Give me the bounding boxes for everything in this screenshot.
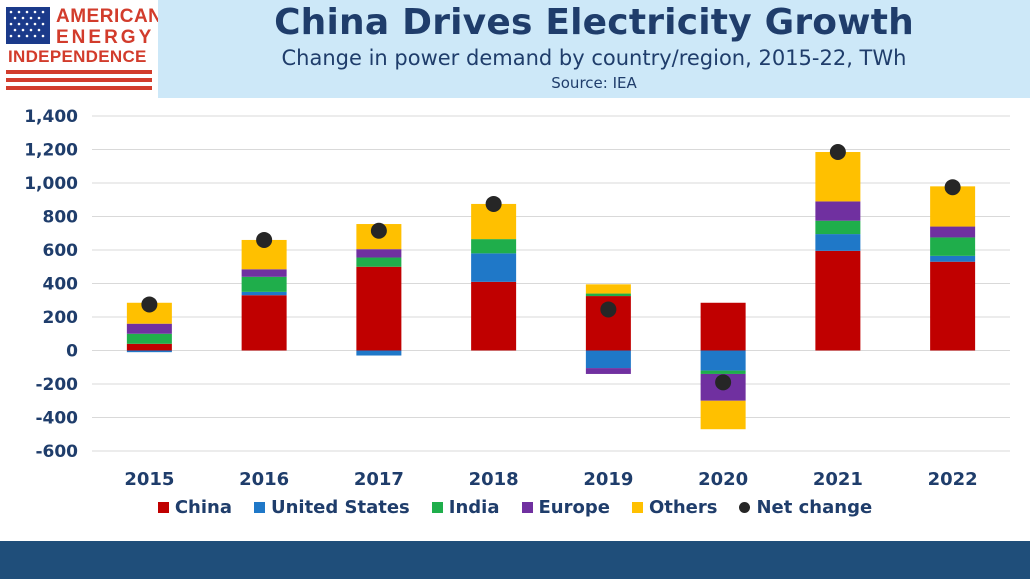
bar-segment-china xyxy=(241,295,287,351)
y-tick-label: 800 xyxy=(43,208,79,228)
stacked-bar-chart: -600 -400 -200 0 200 400 600 800 1,000 1,200 1,400… xyxy=(24,107,1010,490)
net-change-point xyxy=(256,231,273,248)
x-tick-label: 2022 xyxy=(928,469,978,490)
bar-segment-united-states xyxy=(241,291,287,296)
bar-segment-europe xyxy=(241,269,287,277)
bar-segment-europe xyxy=(356,249,402,258)
bar-segment-united-states xyxy=(356,350,402,356)
bar-segment-india xyxy=(585,293,631,297)
y-tick-label: 600 xyxy=(43,241,79,261)
y-tick-label: 1,400 xyxy=(24,107,78,127)
logo-line-2: ENERGY xyxy=(56,27,155,48)
y-tick-label: -200 xyxy=(35,375,78,395)
legend-item: India xyxy=(431,497,500,518)
x-tick-label: 2018 xyxy=(469,469,519,490)
x-tick-label: 2017 xyxy=(354,469,404,490)
bar-segment-united-states xyxy=(471,253,517,282)
legend-label: Net change xyxy=(756,497,873,518)
legend-marker xyxy=(157,502,169,513)
bar-segment-others xyxy=(815,152,861,202)
x-tick-label: 2020 xyxy=(698,469,748,490)
net-change-point xyxy=(485,195,502,212)
y-tick-label: 1,000 xyxy=(24,174,78,194)
bar-segment-india xyxy=(126,333,172,344)
logo-stripe xyxy=(6,70,152,74)
bar-segment-united-states xyxy=(815,234,861,251)
bar-segment-united-states xyxy=(930,255,976,262)
y-tick-label: 1,200 xyxy=(24,141,78,161)
legend-label: Europe xyxy=(538,497,610,518)
bar-segment-india xyxy=(815,220,861,235)
legend-label: China xyxy=(174,497,232,518)
logo-stripe xyxy=(6,78,152,82)
y-tick-label: -600 xyxy=(35,442,78,462)
logo-stripe xyxy=(6,86,152,90)
bar-segment-india xyxy=(930,237,976,256)
x-tick-label: 2015 xyxy=(124,469,174,490)
header-banner: China Drives Electricity Growth Change i… xyxy=(158,0,1030,98)
y-tick-label: 400 xyxy=(43,275,79,295)
footer-bar xyxy=(0,541,1030,579)
bar-segment-china xyxy=(815,250,861,351)
legend-marker xyxy=(431,502,443,513)
bar-segment-others xyxy=(126,302,172,324)
legend-item: Net change xyxy=(739,497,872,518)
bar-segment-india xyxy=(471,239,517,254)
y-tick-label: 0 xyxy=(66,342,78,362)
chart-title: China Drives Electricity Growth xyxy=(274,2,914,43)
legend: China United States India Europe Others Net c… xyxy=(0,497,1030,518)
legend-item: Europe xyxy=(521,497,610,518)
bar-segment-india xyxy=(241,276,287,292)
logo-line-1: AMERICAN xyxy=(56,6,163,27)
legend-item: United States xyxy=(253,497,410,518)
chart-subtitle: Change in power demand by country/region… xyxy=(281,46,907,70)
y-tick-label: 200 xyxy=(43,308,79,328)
legend-item: Others xyxy=(631,497,718,518)
bar-segment-europe xyxy=(815,201,861,221)
chart-source: Source: IEA xyxy=(551,74,637,92)
net-change-point xyxy=(944,179,961,196)
legend-label: Others xyxy=(648,497,718,518)
bar-segment-united-states xyxy=(585,350,631,369)
net-change-point xyxy=(141,296,158,313)
bar-segment-europe xyxy=(126,323,172,334)
logo-line-3: INDEPENDENCE xyxy=(8,47,147,66)
legend-marker xyxy=(521,502,533,513)
legend-marker xyxy=(631,502,643,513)
bar-segment-china xyxy=(471,281,517,351)
bar-segment-china xyxy=(356,266,402,351)
x-tick-label: 2019 xyxy=(583,469,633,490)
net-change-point xyxy=(600,301,617,318)
net-change-point xyxy=(715,374,732,391)
bar-segment-others xyxy=(700,400,746,430)
bar-segment-united-states xyxy=(126,350,172,353)
legend-marker xyxy=(739,502,751,513)
net-change-point xyxy=(829,144,846,161)
bar-segment-india xyxy=(356,257,402,267)
legend-label: India xyxy=(448,497,500,518)
bar-segment-china xyxy=(126,343,172,351)
net-change-point xyxy=(370,222,387,239)
bar-segment-europe xyxy=(585,368,631,374)
bar-segment-united-states xyxy=(700,350,746,371)
bar-segment-china xyxy=(700,302,746,351)
legend-marker xyxy=(253,502,265,513)
bar-segment-others xyxy=(585,284,631,294)
y-tick-label: -400 xyxy=(35,409,78,429)
us-flag-icon xyxy=(6,7,50,44)
bar-segment-china xyxy=(930,261,976,351)
x-tick-label: 2016 xyxy=(239,469,289,490)
legend-label: United States xyxy=(270,497,410,518)
logo: AMERICAN ENERGY INDEPENDENCE xyxy=(0,0,162,98)
legend-item: China xyxy=(157,497,232,518)
x-tick-label: 2021 xyxy=(813,469,863,490)
bar-segment-europe xyxy=(930,226,976,238)
bar-segment-india xyxy=(700,370,746,374)
